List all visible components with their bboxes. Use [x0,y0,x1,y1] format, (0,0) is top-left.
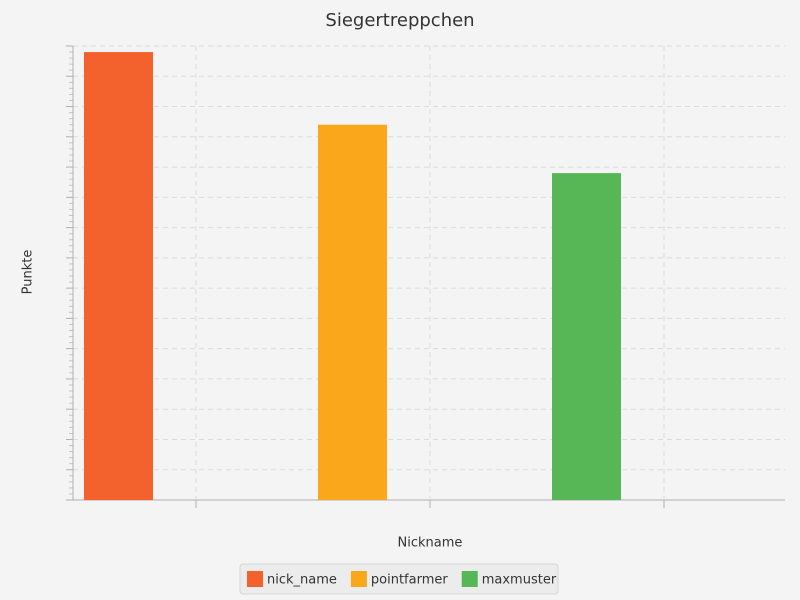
legend-swatch [461,571,478,587]
minor-ticks [69,172,73,192]
minor-ticks [69,142,73,162]
legend-swatch [350,571,367,587]
bar [552,173,621,500]
legend-label: maxmuster [482,573,557,588]
bar [84,52,153,500]
minor-ticks [69,445,73,465]
minor-ticks [69,112,73,132]
minor-ticks [69,293,73,313]
minor-ticks [69,81,73,101]
minor-ticks [69,51,73,71]
y-axis-label: Punkte [21,250,36,295]
legend-label: nick_name [267,573,337,588]
minor-ticks [69,354,73,374]
legend-box [239,563,559,595]
minor-ticks [69,384,73,404]
x-axis-label: Nickname [398,536,463,551]
minor-ticks [69,202,73,223]
bar [318,124,387,501]
minor-ticks [69,414,73,434]
minor-ticks [69,475,73,495]
legend-swatch [247,571,263,587]
minor-ticks [69,233,73,253]
chart-title: Siegertreppchen [325,10,474,31]
minor-ticks [69,323,73,344]
minor-ticks [69,263,73,283]
legend-label: pointfarmer [371,573,448,588]
